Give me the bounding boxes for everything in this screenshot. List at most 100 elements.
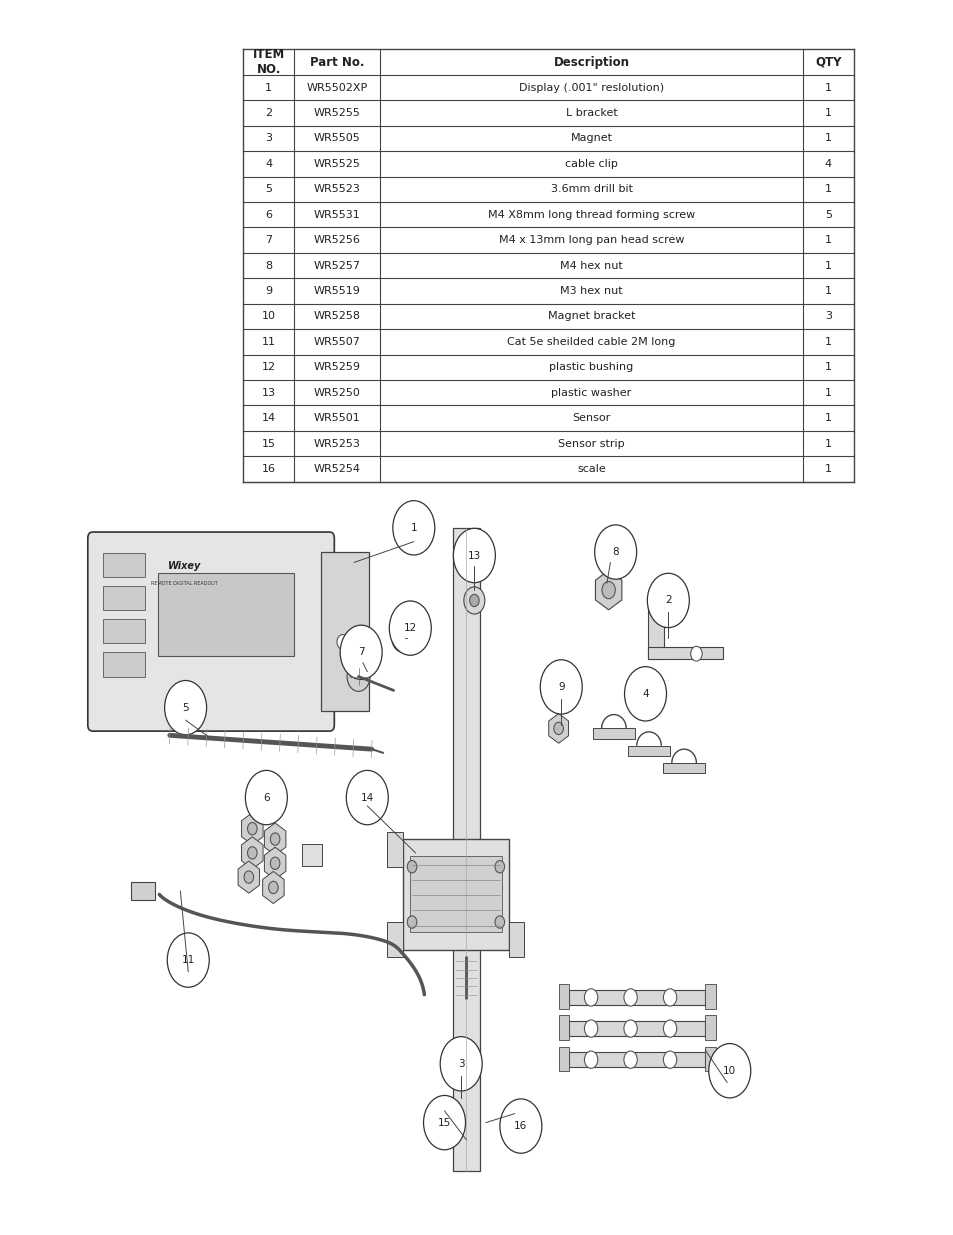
Circle shape — [245, 771, 287, 825]
Text: L bracket: L bracket — [565, 107, 617, 119]
Circle shape — [167, 932, 209, 987]
Circle shape — [439, 1036, 481, 1091]
Circle shape — [453, 529, 495, 583]
Text: Magnet: Magnet — [570, 133, 612, 143]
Bar — [103, 585, 145, 610]
Circle shape — [624, 667, 666, 721]
Circle shape — [270, 857, 279, 869]
Text: 10: 10 — [722, 1066, 736, 1076]
Text: 1: 1 — [824, 107, 831, 119]
Text: 9: 9 — [558, 682, 564, 692]
Bar — [387, 832, 403, 867]
Text: WR5531: WR5531 — [314, 210, 360, 220]
Polygon shape — [595, 571, 621, 610]
Bar — [569, 1052, 704, 1067]
Text: QTY: QTY — [814, 56, 841, 69]
Text: 13: 13 — [261, 388, 275, 398]
Bar — [569, 1021, 704, 1036]
Text: 6: 6 — [263, 793, 270, 803]
Circle shape — [708, 1044, 750, 1098]
Text: 2: 2 — [265, 107, 272, 119]
Circle shape — [336, 635, 348, 650]
Text: 10: 10 — [261, 311, 275, 321]
Text: REMOTE DIGITAL READOUT: REMOTE DIGITAL READOUT — [152, 580, 218, 585]
Text: 5: 5 — [182, 703, 189, 713]
Bar — [302, 844, 321, 866]
Text: 8: 8 — [612, 547, 618, 557]
Circle shape — [584, 1051, 598, 1068]
Text: 1: 1 — [410, 522, 416, 532]
FancyBboxPatch shape — [88, 532, 334, 731]
Text: 11: 11 — [181, 955, 194, 965]
Circle shape — [407, 861, 416, 873]
Text: Description: Description — [553, 56, 629, 69]
Text: 1: 1 — [824, 362, 831, 372]
Bar — [320, 552, 369, 711]
Text: 1: 1 — [824, 261, 831, 270]
Bar — [704, 1046, 715, 1071]
Text: 16: 16 — [514, 1121, 527, 1131]
Circle shape — [623, 989, 637, 1007]
Text: WR5523: WR5523 — [314, 184, 360, 194]
Circle shape — [584, 1020, 598, 1037]
Text: 3: 3 — [265, 133, 272, 143]
Text: 1: 1 — [824, 287, 831, 296]
Text: WR5502XP: WR5502XP — [306, 83, 368, 93]
Bar — [569, 989, 704, 1005]
Text: 6: 6 — [265, 210, 272, 220]
Circle shape — [601, 582, 615, 599]
Circle shape — [407, 916, 416, 929]
Text: 3.6mm drill bit: 3.6mm drill bit — [550, 184, 632, 194]
Text: 1: 1 — [824, 412, 831, 424]
Circle shape — [247, 847, 256, 860]
Text: WR5255: WR5255 — [314, 107, 360, 119]
Text: M4 X8mm long thread forming screw: M4 X8mm long thread forming screw — [488, 210, 695, 220]
Circle shape — [463, 587, 484, 614]
Circle shape — [647, 573, 689, 627]
Bar — [558, 1046, 569, 1071]
Text: 1: 1 — [824, 133, 831, 143]
Circle shape — [690, 646, 701, 661]
Text: WR5258: WR5258 — [314, 311, 360, 321]
Bar — [647, 594, 663, 659]
Text: plastic washer: plastic washer — [551, 388, 631, 398]
Text: 16: 16 — [261, 464, 275, 474]
Polygon shape — [241, 837, 263, 869]
Text: 4: 4 — [641, 689, 648, 699]
Circle shape — [397, 632, 407, 645]
Text: cable clip: cable clip — [564, 159, 618, 169]
Bar — [132, 882, 155, 899]
Circle shape — [423, 1095, 465, 1150]
Text: WR5501: WR5501 — [314, 412, 360, 424]
Bar — [387, 923, 403, 957]
Polygon shape — [264, 823, 286, 855]
Circle shape — [539, 659, 581, 714]
Text: WR5525: WR5525 — [314, 159, 360, 169]
Text: 13: 13 — [467, 551, 480, 561]
Bar — [508, 923, 524, 957]
Bar — [103, 553, 145, 577]
Text: 9: 9 — [265, 287, 272, 296]
Circle shape — [270, 832, 279, 845]
Circle shape — [594, 525, 636, 579]
Bar — [704, 1015, 715, 1040]
Circle shape — [269, 882, 278, 894]
Circle shape — [392, 625, 413, 652]
Circle shape — [247, 823, 256, 835]
Text: Wixey: Wixey — [168, 561, 201, 571]
Text: 7: 7 — [357, 647, 364, 657]
Bar — [704, 984, 715, 1009]
Polygon shape — [241, 813, 263, 845]
Text: 1: 1 — [824, 337, 831, 347]
Circle shape — [165, 680, 207, 735]
Text: 5: 5 — [265, 184, 272, 194]
Text: M4 x 13mm long pan head screw: M4 x 13mm long pan head screw — [498, 235, 683, 245]
Circle shape — [584, 989, 598, 1007]
Text: 14: 14 — [360, 793, 374, 803]
Circle shape — [495, 916, 504, 929]
Text: WR5519: WR5519 — [314, 287, 360, 296]
Text: WR5259: WR5259 — [314, 362, 360, 372]
Text: Sensor: Sensor — [572, 412, 610, 424]
Polygon shape — [548, 714, 568, 743]
Text: 1: 1 — [265, 83, 272, 93]
